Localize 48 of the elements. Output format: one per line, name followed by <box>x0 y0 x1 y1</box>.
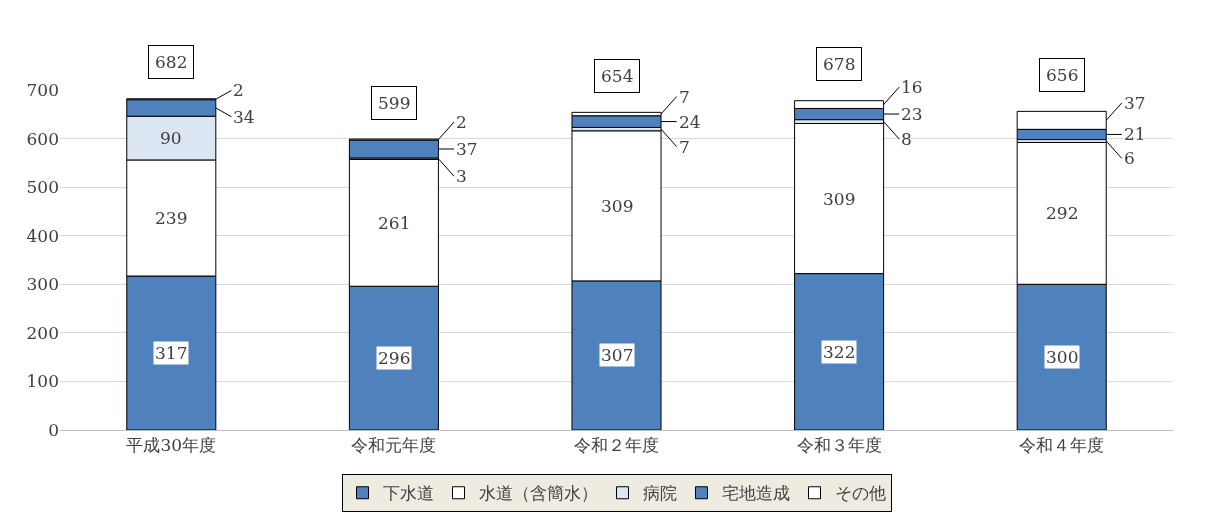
data-label: 309 <box>601 196 634 216</box>
y-tick-label: 300 <box>26 274 59 295</box>
data-label: 7 <box>679 137 690 157</box>
x-tick-label: 令和４年度 <box>1019 435 1105 456</box>
x-tick-label: 令和元年度 <box>351 435 437 456</box>
legend-label: 宅地造成 <box>721 483 790 504</box>
y-tick-label: 200 <box>26 322 59 343</box>
data-label: 8 <box>901 129 912 149</box>
data-label: 37 <box>1124 93 1146 113</box>
x-tick-label: 令和２年度 <box>574 435 659 456</box>
data-label: 3 <box>456 166 467 186</box>
legend-label: 水道（含簡水） <box>478 483 598 504</box>
legend-label: 病院 <box>642 483 677 504</box>
data-label: 309 <box>823 189 856 209</box>
total-label: 599 <box>378 93 411 113</box>
data-label: 2 <box>233 80 244 100</box>
data-label: 317 <box>155 343 188 363</box>
y-tick-label: 700 <box>26 79 59 100</box>
x-tick-label: 平成30年度 <box>126 435 217 456</box>
total-label: 678 <box>823 54 856 74</box>
data-label: 24 <box>679 112 701 132</box>
y-tick-label: 0 <box>48 419 59 440</box>
data-label: 239 <box>155 208 188 228</box>
data-label: 90 <box>160 128 182 148</box>
y-tick-label: 500 <box>26 177 59 198</box>
data-label: 6 <box>1124 148 1135 168</box>
data-label: 34 <box>233 107 255 127</box>
data-label: 292 <box>1046 203 1079 223</box>
data-label: 7 <box>679 87 690 107</box>
data-label: 307 <box>601 345 634 365</box>
data-label: 23 <box>901 104 923 124</box>
data-label: 296 <box>378 348 411 368</box>
data-label: 322 <box>823 342 856 362</box>
data-label: 37 <box>456 139 478 159</box>
total-label: 654 <box>601 66 634 86</box>
legend-label: その他 <box>834 483 886 504</box>
y-tick-label: 100 <box>26 371 59 392</box>
legend-label: 下水道 <box>382 483 434 504</box>
total-label: 682 <box>155 52 188 72</box>
data-label: 2 <box>456 112 467 132</box>
x-tick-label: 令和３年度 <box>796 435 882 456</box>
y-tick-label: 600 <box>26 128 59 149</box>
data-label: 300 <box>1046 347 1079 367</box>
data-label: 21 <box>1124 124 1146 144</box>
data-label: 16 <box>901 77 923 97</box>
total-label: 656 <box>1046 65 1079 85</box>
data-label: 261 <box>378 213 411 233</box>
y-tick-label: 400 <box>26 225 59 246</box>
